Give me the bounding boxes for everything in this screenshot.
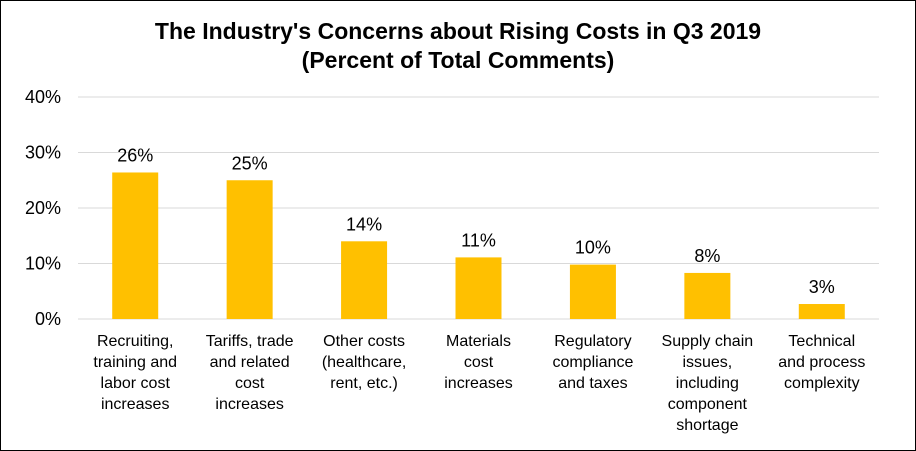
category-label-line: Technical	[788, 333, 855, 350]
chart-title-line-2: (Percent of Total Comments)	[302, 47, 615, 73]
bars	[112, 172, 845, 319]
category-label-line: cost	[464, 354, 494, 371]
category-label-line: training and	[93, 354, 177, 371]
category-label-line: shortage	[676, 417, 738, 434]
category-label-line: Materials	[446, 333, 511, 350]
category-label: Recruiting, training and labor cost increas…	[93, 333, 177, 413]
category-label-line: including	[676, 375, 739, 392]
y-tick-label: 40%	[25, 87, 61, 107]
category-label-line: complexity	[784, 375, 860, 392]
category-label: Other costs (healthcare, rent, etc.)	[322, 333, 407, 392]
bar	[226, 180, 273, 319]
category-label-line: Tariffs, trade	[206, 333, 294, 350]
data-labels: 26% 25% 14% 11% 10% 8% 3%	[117, 145, 835, 297]
data-label: 14%	[346, 214, 382, 234]
category-label-line: cost	[235, 375, 265, 392]
category-label: Regulatory compliance and taxes	[552, 333, 633, 392]
category-label-line: and taxes	[558, 375, 627, 392]
category-label-line: increases	[444, 375, 512, 392]
gridlines	[78, 96, 879, 320]
category-label-line: component	[668, 396, 748, 413]
data-label: 11%	[461, 230, 496, 250]
y-tick-label: 0%	[35, 309, 61, 329]
y-axis-tick-labels: 0% 10% 20% 30% 40%	[25, 87, 61, 329]
chart-title-line-1: The Industry's Concerns about Rising Cos…	[155, 18, 761, 44]
category-label-line: rent, etc.)	[330, 375, 398, 392]
category-label-line: Recruiting,	[97, 333, 173, 350]
bar	[798, 304, 845, 319]
y-tick-label: 20%	[25, 198, 61, 218]
category-label: Tariffs, trade and related cost increases	[206, 333, 294, 413]
category-label-line: Other costs	[323, 333, 405, 350]
category-labels: Recruiting, training and labor cost increas…	[93, 333, 865, 434]
y-tick-label: 30%	[25, 143, 61, 163]
data-label: 26%	[117, 145, 153, 165]
bar	[455, 257, 502, 319]
data-label: 8%	[694, 246, 720, 266]
bar	[112, 172, 159, 319]
category-label-line: Regulatory	[554, 333, 631, 350]
bar	[684, 272, 731, 319]
data-label: 3%	[809, 277, 835, 297]
category-label-line: (healthcare,	[322, 354, 407, 371]
category-label-line: labor cost	[101, 375, 171, 392]
data-label: 10%	[575, 238, 611, 258]
bar	[569, 264, 616, 319]
data-label: 25%	[232, 153, 268, 173]
category-label-line: increases	[101, 396, 169, 413]
category-label-line: issues,	[682, 354, 732, 371]
category-label-line: and process	[778, 354, 865, 371]
y-tick-label: 10%	[25, 254, 61, 274]
category-label: Supply chain issues, including component sho…	[662, 333, 754, 434]
bar	[341, 241, 388, 319]
category-label-line: compliance	[552, 354, 633, 371]
category-label-line: increases	[215, 396, 283, 413]
category-label: Materials cost increases	[444, 333, 512, 392]
category-label-line: Supply chain	[662, 333, 754, 350]
category-label-line: and related	[210, 354, 290, 371]
category-label: Technical and process complexity	[778, 333, 865, 392]
